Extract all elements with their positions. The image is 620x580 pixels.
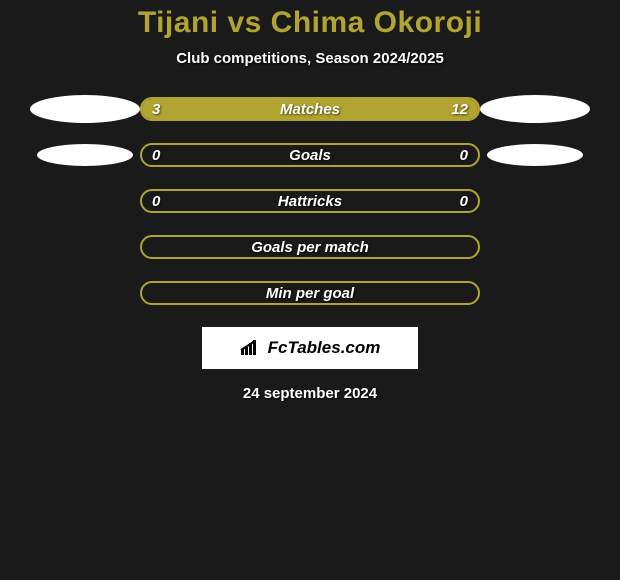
attribution-text: FcTables.com <box>268 338 381 358</box>
stat-label: Min per goal <box>142 283 478 303</box>
stat-label: Hattricks <box>142 191 478 211</box>
stat-right-value: 0 <box>460 191 468 211</box>
ellipse-placeholder <box>487 144 583 166</box>
stat-right-value: 12 <box>451 99 468 119</box>
stat-bar: 3 Matches 12 <box>140 97 480 121</box>
team-logo-right <box>480 95 590 123</box>
ellipse-placeholder <box>480 95 590 123</box>
ellipse-placeholder <box>30 95 140 123</box>
bar-chart-icon <box>240 339 262 357</box>
date-text: 24 september 2024 <box>0 385 620 402</box>
stat-row-goals-per-match: Goals per match <box>0 235 620 259</box>
stat-row-matches: 3 Matches 12 <box>0 97 620 121</box>
attribution: FcTables.com <box>0 327 620 369</box>
page-title: Tijani vs Chima Okoroji <box>0 6 620 40</box>
stat-right-value: 0 <box>460 145 468 165</box>
stat-row-hattricks: 0 Hattricks 0 <box>0 189 620 213</box>
stat-label: Goals <box>142 145 478 165</box>
comparison-infographic: Tijani vs Chima Okoroji Club competition… <box>0 0 620 402</box>
team-logo-left <box>30 144 140 166</box>
stat-row-min-per-goal: Min per goal <box>0 281 620 305</box>
stat-bar: Min per goal <box>140 281 480 305</box>
stat-row-goals: 0 Goals 0 <box>0 143 620 167</box>
team-logo-right <box>480 144 590 166</box>
stat-bar: 0 Goals 0 <box>140 143 480 167</box>
stat-label: Matches <box>142 99 478 119</box>
team-logo-left <box>30 95 140 123</box>
ellipse-placeholder <box>37 144 133 166</box>
stat-label: Goals per match <box>142 237 478 257</box>
stat-bar: 0 Hattricks 0 <box>140 189 480 213</box>
attribution-box: FcTables.com <box>202 327 418 369</box>
subtitle: Club competitions, Season 2024/2025 <box>0 50 620 67</box>
stat-bar: Goals per match <box>140 235 480 259</box>
